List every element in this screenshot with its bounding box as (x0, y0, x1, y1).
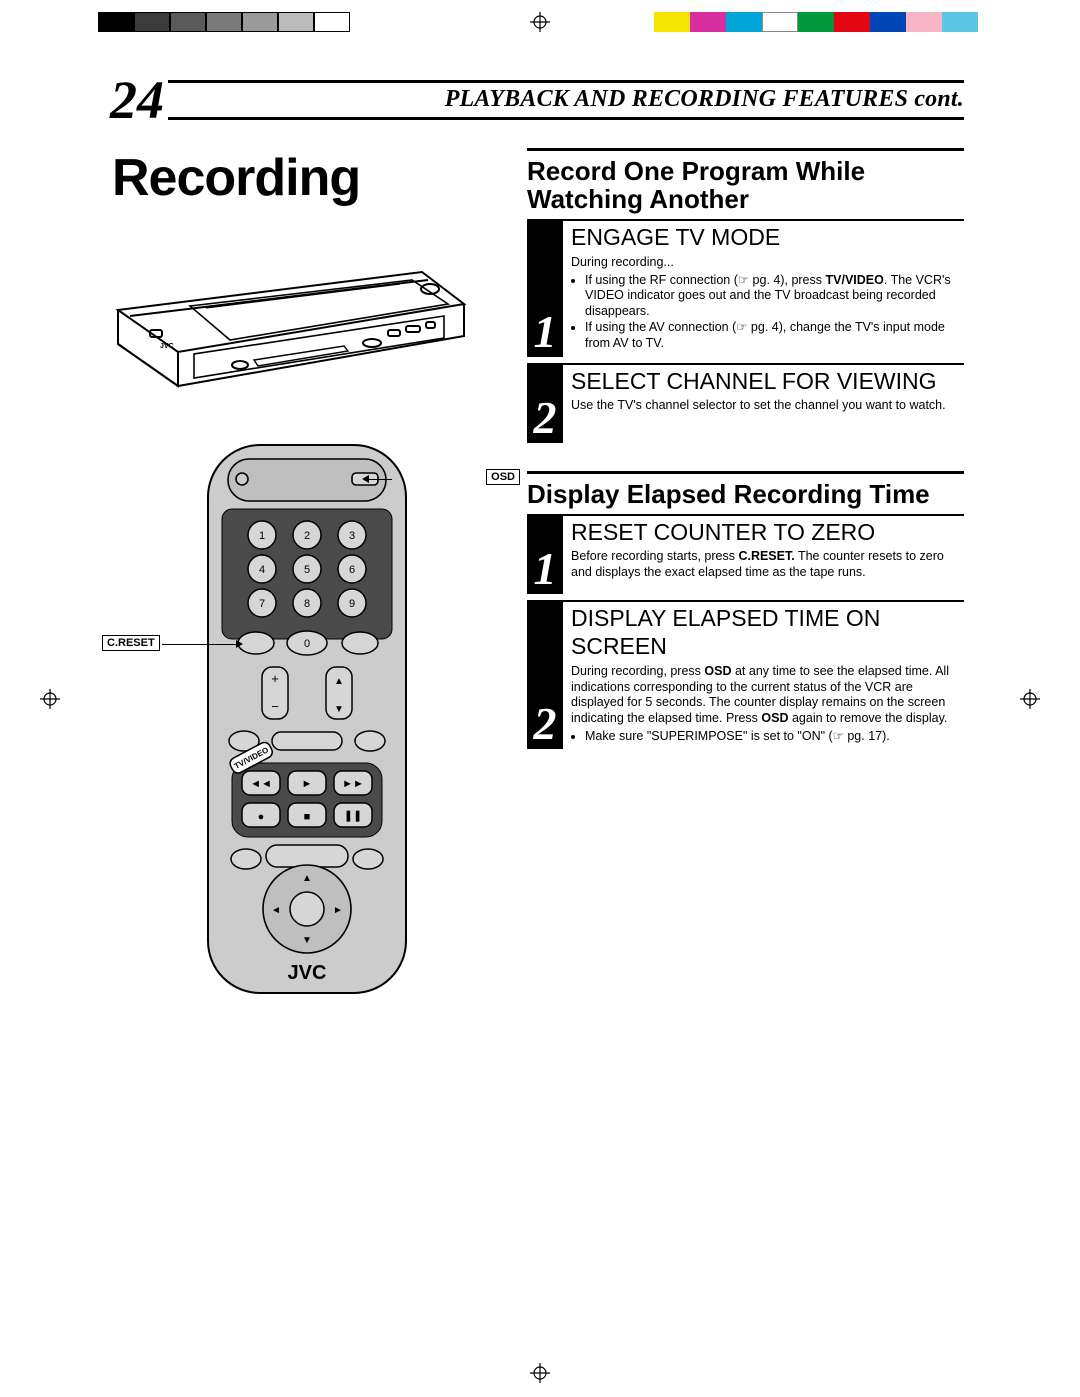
svg-text:4: 4 (259, 564, 265, 576)
step-number: 2 (527, 365, 563, 443)
callout-osd: OSD (486, 469, 520, 485)
svg-text:▼: ▼ (302, 935, 312, 946)
registration-mark-icon (1020, 689, 1040, 709)
step: 2DISPLAY ELAPSED TIME ON SCREENDuring re… (527, 600, 964, 750)
svg-text:●: ● (258, 811, 265, 823)
section-title: Record One Program While Watching Anothe… (527, 157, 964, 213)
remote-illustration-wrap: 1 2 3 4 5 6 7 8 9 0 (152, 439, 462, 1004)
svg-text:▲: ▲ (334, 676, 344, 687)
vcr-illustration: JVC (112, 244, 472, 394)
step-intro: Use the TV's channel selector to set the… (571, 398, 946, 414)
step-body: SELECT CHANNEL FOR VIEWING Use the TV's c… (563, 365, 946, 443)
svg-text:3: 3 (349, 530, 355, 542)
svg-text:JVC: JVC (160, 343, 174, 350)
right-column: Record One Program While Watching Anothe… (527, 148, 964, 1004)
step-bullet: Make sure "SUPERIMPOSE" is set to "ON" (… (585, 729, 964, 745)
step: 2 SELECT CHANNEL FOR VIEWING Use the TV's … (527, 363, 964, 443)
color-bar-left (98, 12, 350, 32)
step-intro: Before recording starts, press C.RESET. … (571, 549, 964, 580)
svg-text:■: ■ (304, 811, 311, 823)
svg-text:▲: ▲ (302, 873, 312, 884)
step-body: ENGAGE TV MODE During recording... If usin… (563, 221, 964, 357)
svg-text:►►: ►► (342, 778, 364, 790)
step-title: DISPLAY ELAPSED TIME ON SCREEN (571, 604, 964, 662)
step: 1 ENGAGE TV MODE During recording... If usi… (527, 219, 964, 357)
svg-text:7: 7 (259, 598, 265, 610)
step-bullet: If using the RF connection (☞ pg. 4), pr… (585, 273, 964, 320)
svg-text:1: 1 (259, 530, 265, 542)
registration-mark-icon (40, 689, 60, 709)
svg-text:◄◄: ◄◄ (250, 778, 272, 790)
svg-text:+: + (271, 671, 279, 686)
page-title: Recording (112, 148, 507, 208)
svg-text:8: 8 (304, 598, 310, 610)
left-column: Recording (112, 148, 507, 1004)
page-header: 24 PLAYBACK AND RECORDING FEATURES cont. (112, 80, 964, 120)
step-number: 2 (527, 602, 563, 750)
svg-text:◄: ◄ (271, 905, 281, 916)
svg-text:▼: ▼ (334, 704, 344, 715)
section: Record One Program While Watching Anothe… (527, 148, 964, 443)
step-number: 1 (527, 221, 563, 357)
step: 1RESET COUNTER TO ZEROBefore recording s… (527, 514, 964, 594)
step-title: SELECT CHANNEL FOR VIEWING (571, 367, 946, 396)
svg-text:2: 2 (304, 530, 310, 542)
step-body: RESET COUNTER TO ZEROBefore recording st… (563, 516, 964, 594)
step-body: DISPLAY ELAPSED TIME ON SCREENDuring rec… (563, 602, 964, 750)
section: Display Elapsed Recording Time1RESET COU… (527, 471, 964, 750)
header-title: PLAYBACK AND RECORDING FEATURES cont. (445, 86, 964, 113)
step-title: RESET COUNTER TO ZERO (571, 518, 964, 547)
svg-text:❚❚: ❚❚ (344, 810, 362, 822)
step-intro: During recording, press OSD at any time … (571, 664, 964, 727)
svg-text:0: 0 (304, 638, 310, 650)
svg-text:►: ► (302, 778, 313, 790)
svg-text:−: − (271, 699, 279, 714)
section-title: Display Elapsed Recording Time (527, 480, 964, 508)
svg-text:5: 5 (304, 564, 310, 576)
svg-text:9: 9 (349, 598, 355, 610)
page-number: 24 (110, 69, 168, 131)
svg-text:6: 6 (349, 564, 355, 576)
step-bullet: If using the AV connection (☞ pg. 4), ch… (585, 320, 964, 351)
callout-creset: C.RESET (102, 635, 160, 651)
svg-text:►: ► (333, 905, 343, 916)
step-title: ENGAGE TV MODE (571, 223, 964, 252)
registration-mark-icon (530, 12, 550, 32)
remote-illustration: 1 2 3 4 5 6 7 8 9 0 (202, 439, 412, 999)
svg-text:JVC: JVC (288, 962, 327, 984)
step-intro: During recording... (571, 255, 964, 271)
step-number: 1 (527, 516, 563, 594)
color-bar-right (654, 12, 978, 32)
page-content: 24 PLAYBACK AND RECORDING FEATURES cont.… (112, 80, 964, 1004)
registration-mark-icon (530, 1363, 550, 1383)
